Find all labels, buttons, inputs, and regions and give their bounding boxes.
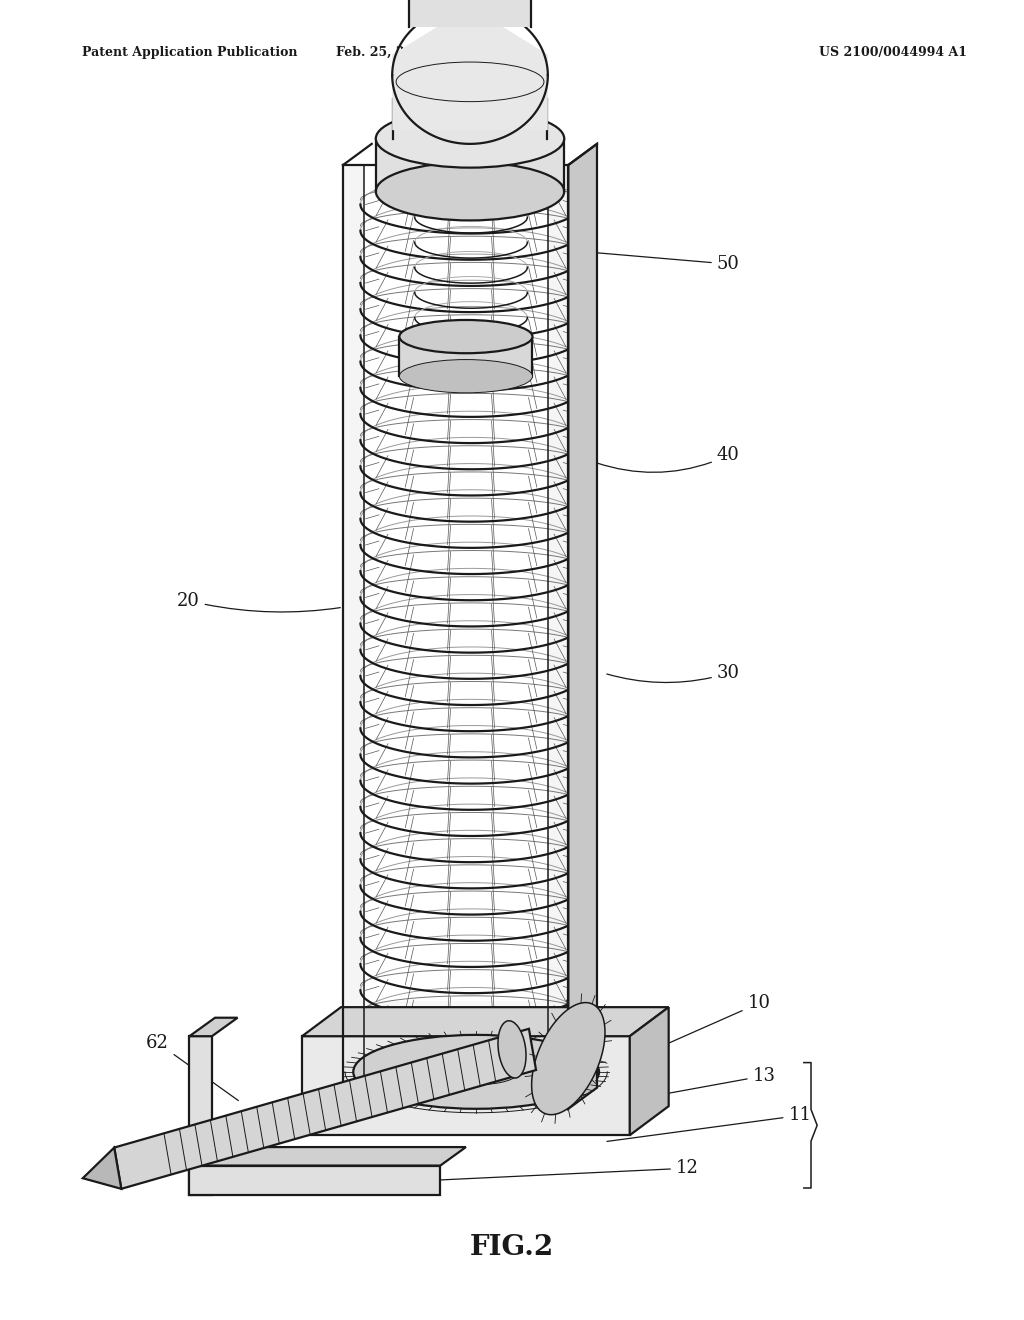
Text: 13: 13 (623, 1067, 775, 1102)
Polygon shape (302, 1007, 669, 1036)
Text: 30: 30 (607, 664, 739, 682)
Ellipse shape (353, 1035, 599, 1109)
Polygon shape (189, 1018, 238, 1036)
Polygon shape (409, 0, 531, 28)
Text: 62: 62 (146, 1034, 239, 1101)
Ellipse shape (498, 1020, 526, 1078)
Polygon shape (568, 144, 597, 1109)
Polygon shape (189, 1166, 440, 1195)
Polygon shape (376, 139, 564, 191)
Text: 10: 10 (627, 994, 770, 1061)
Polygon shape (83, 1147, 121, 1189)
Ellipse shape (399, 319, 532, 354)
Polygon shape (189, 1147, 466, 1166)
Polygon shape (392, 7, 548, 131)
Polygon shape (189, 1036, 212, 1195)
Text: 50: 50 (578, 248, 739, 273)
Text: 20: 20 (177, 591, 340, 612)
Ellipse shape (376, 110, 564, 168)
Ellipse shape (433, 1059, 519, 1085)
Text: FIG.2: FIG.2 (470, 1234, 554, 1261)
Polygon shape (630, 1007, 669, 1135)
Text: 12: 12 (413, 1159, 698, 1181)
Polygon shape (399, 337, 532, 376)
Ellipse shape (399, 359, 532, 393)
Polygon shape (343, 165, 568, 1109)
Polygon shape (302, 1036, 630, 1135)
Text: Feb. 25, 2010  Sheet 2 of 9: Feb. 25, 2010 Sheet 2 of 9 (336, 46, 524, 59)
Polygon shape (115, 1028, 536, 1189)
Text: 40: 40 (597, 446, 739, 473)
Text: Patent Application Publication: Patent Application Publication (82, 46, 297, 59)
Polygon shape (531, 1003, 605, 1114)
Polygon shape (364, 165, 548, 1109)
Text: 11: 11 (607, 1106, 811, 1142)
Ellipse shape (376, 162, 564, 220)
Text: US 2100/0044994 A1: US 2100/0044994 A1 (819, 46, 968, 59)
Polygon shape (364, 1001, 548, 1030)
